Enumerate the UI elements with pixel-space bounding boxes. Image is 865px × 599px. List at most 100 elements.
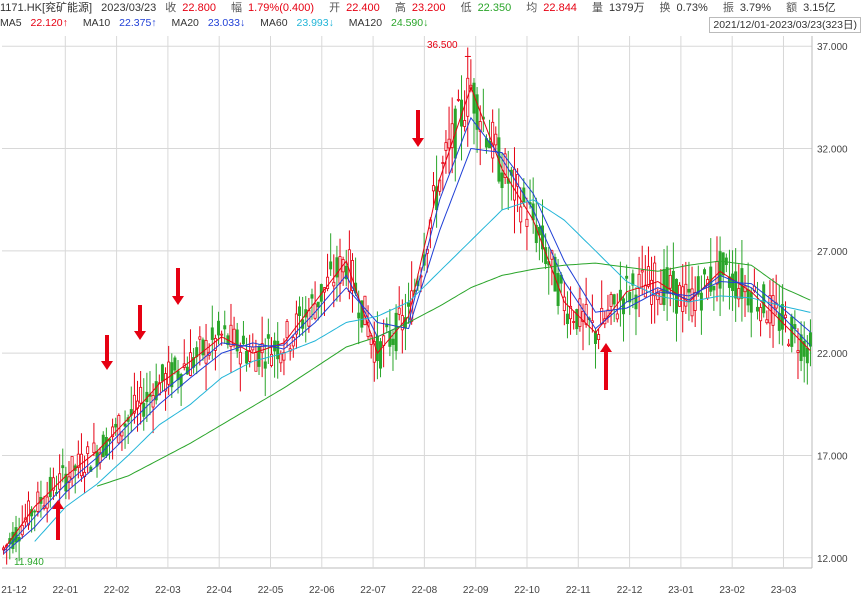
red-arrow-icon bbox=[412, 110, 424, 147]
candle-body bbox=[326, 276, 330, 290]
ma60-name: MA60 bbox=[260, 17, 288, 29]
close-caption: 收 bbox=[165, 2, 177, 14]
candle-body bbox=[622, 298, 626, 315]
ma10-name: MA10 bbox=[82, 17, 111, 29]
ma10-legend: MA10 22.375↑ bbox=[83, 17, 163, 29]
x-tick-label: 22-10 bbox=[514, 585, 540, 596]
candle-body bbox=[668, 274, 672, 289]
close-value: 22.800 bbox=[182, 2, 216, 14]
candle-body bbox=[67, 476, 71, 483]
ma60-legend: MA60 23.993↓ bbox=[260, 17, 340, 29]
candle-body bbox=[33, 510, 37, 513]
candle-body bbox=[294, 313, 298, 335]
candle-body bbox=[154, 381, 158, 401]
candle-body bbox=[372, 341, 376, 363]
high-caption: 高 bbox=[394, 2, 406, 14]
candle-body bbox=[164, 373, 168, 392]
candle-body bbox=[569, 305, 573, 320]
candle-body bbox=[593, 331, 597, 344]
candle-body bbox=[276, 340, 280, 360]
ma20-legend: MA20 23.033↓ bbox=[171, 17, 251, 29]
candle-body bbox=[615, 313, 619, 320]
candle-body bbox=[123, 423, 127, 427]
x-tick-label: 22-12 bbox=[617, 585, 643, 596]
x-tick-label: 22-01 bbox=[53, 585, 79, 596]
candle-body bbox=[86, 446, 90, 454]
x-tick-label: 22-06 bbox=[309, 585, 335, 596]
candle-body bbox=[260, 343, 264, 354]
candle-body bbox=[606, 309, 610, 318]
change-field: 幅 1.79%(0.400) bbox=[231, 2, 320, 14]
date-label: 2023/03/23 bbox=[101, 2, 157, 14]
candle-body bbox=[562, 296, 566, 312]
x-tick-label: 23-03 bbox=[771, 585, 797, 596]
candle-body bbox=[478, 121, 482, 132]
candle-body bbox=[799, 334, 803, 362]
candle-body bbox=[213, 337, 217, 351]
candle-body bbox=[245, 350, 249, 364]
candle-body bbox=[201, 339, 205, 356]
candle-body bbox=[699, 292, 703, 311]
candle-body bbox=[718, 251, 722, 289]
candle-body bbox=[360, 300, 364, 328]
candle-body bbox=[581, 310, 585, 322]
y-tick-label: 12.000 bbox=[817, 554, 848, 565]
candle-body bbox=[397, 307, 401, 315]
x-tick-label: 21-12 bbox=[1, 585, 27, 596]
turnover-field: 换 0.73% bbox=[660, 2, 714, 14]
x-tick-label: 22-03 bbox=[155, 585, 181, 596]
ma-legend: MA5 22.120↑ MA10 22.375↑ MA20 23.033↓ MA… bbox=[0, 16, 440, 30]
red-arrow-icon bbox=[134, 305, 146, 340]
candle-body bbox=[61, 465, 65, 469]
candle-body bbox=[238, 351, 242, 365]
y-tick-label: 17.000 bbox=[817, 451, 848, 462]
change-caption: 幅 bbox=[231, 2, 243, 14]
ma20-value: 23.033↓ bbox=[207, 17, 246, 29]
candle-body bbox=[516, 174, 520, 187]
candle-body bbox=[441, 162, 445, 164]
ma5-name: MA5 bbox=[0, 17, 22, 29]
candle-body bbox=[344, 265, 348, 280]
candle-body bbox=[625, 275, 629, 279]
candle-body bbox=[173, 357, 177, 371]
candle-body bbox=[653, 262, 657, 297]
candle-body bbox=[703, 269, 707, 275]
candle-body bbox=[640, 269, 644, 273]
candle-body bbox=[805, 347, 809, 364]
x-tick-label: 22-07 bbox=[360, 585, 386, 596]
avg-field: 均 22.844 bbox=[526, 2, 583, 14]
red-arrow-icon bbox=[172, 268, 184, 305]
candle-body bbox=[210, 327, 214, 340]
candle-body bbox=[456, 98, 460, 101]
amplitude-value: 3.79% bbox=[739, 2, 772, 14]
candle-body bbox=[232, 328, 236, 346]
candle-body bbox=[431, 185, 435, 192]
open-caption: 开 bbox=[329, 2, 341, 14]
candle-body bbox=[665, 267, 669, 294]
date-range-selector[interactable]: 2021/12/01-2023/03/23(323日) bbox=[709, 17, 861, 33]
min-price-label: 11.940 bbox=[14, 557, 44, 568]
candle-body bbox=[269, 353, 273, 366]
candle-body bbox=[279, 353, 283, 364]
annotation-arrows bbox=[52, 110, 612, 540]
high-field: 高 23.200 bbox=[395, 2, 452, 14]
candle-body bbox=[755, 306, 759, 312]
volume-field: 量 1379万 bbox=[592, 2, 650, 14]
y-tick-label: 32.000 bbox=[817, 145, 848, 156]
candle-body bbox=[407, 302, 411, 307]
candle-body bbox=[771, 295, 775, 326]
candle-body bbox=[512, 168, 516, 201]
amplitude-caption: 振 bbox=[722, 2, 734, 14]
volume-value: 1379万 bbox=[609, 2, 645, 14]
candle-body bbox=[600, 307, 604, 325]
candle-body bbox=[257, 346, 261, 367]
candle-body bbox=[220, 333, 224, 336]
ma60-value: 23.993↓ bbox=[296, 17, 334, 29]
change-value: 1.79%(0.400) bbox=[248, 2, 315, 14]
turnover-caption: 换 bbox=[659, 2, 671, 14]
candle-body bbox=[808, 332, 812, 347]
candle-body bbox=[541, 225, 545, 250]
max-price-label: 36.500 bbox=[427, 40, 458, 51]
candle-body bbox=[637, 273, 641, 290]
x-tick-label: 22-08 bbox=[412, 585, 438, 596]
